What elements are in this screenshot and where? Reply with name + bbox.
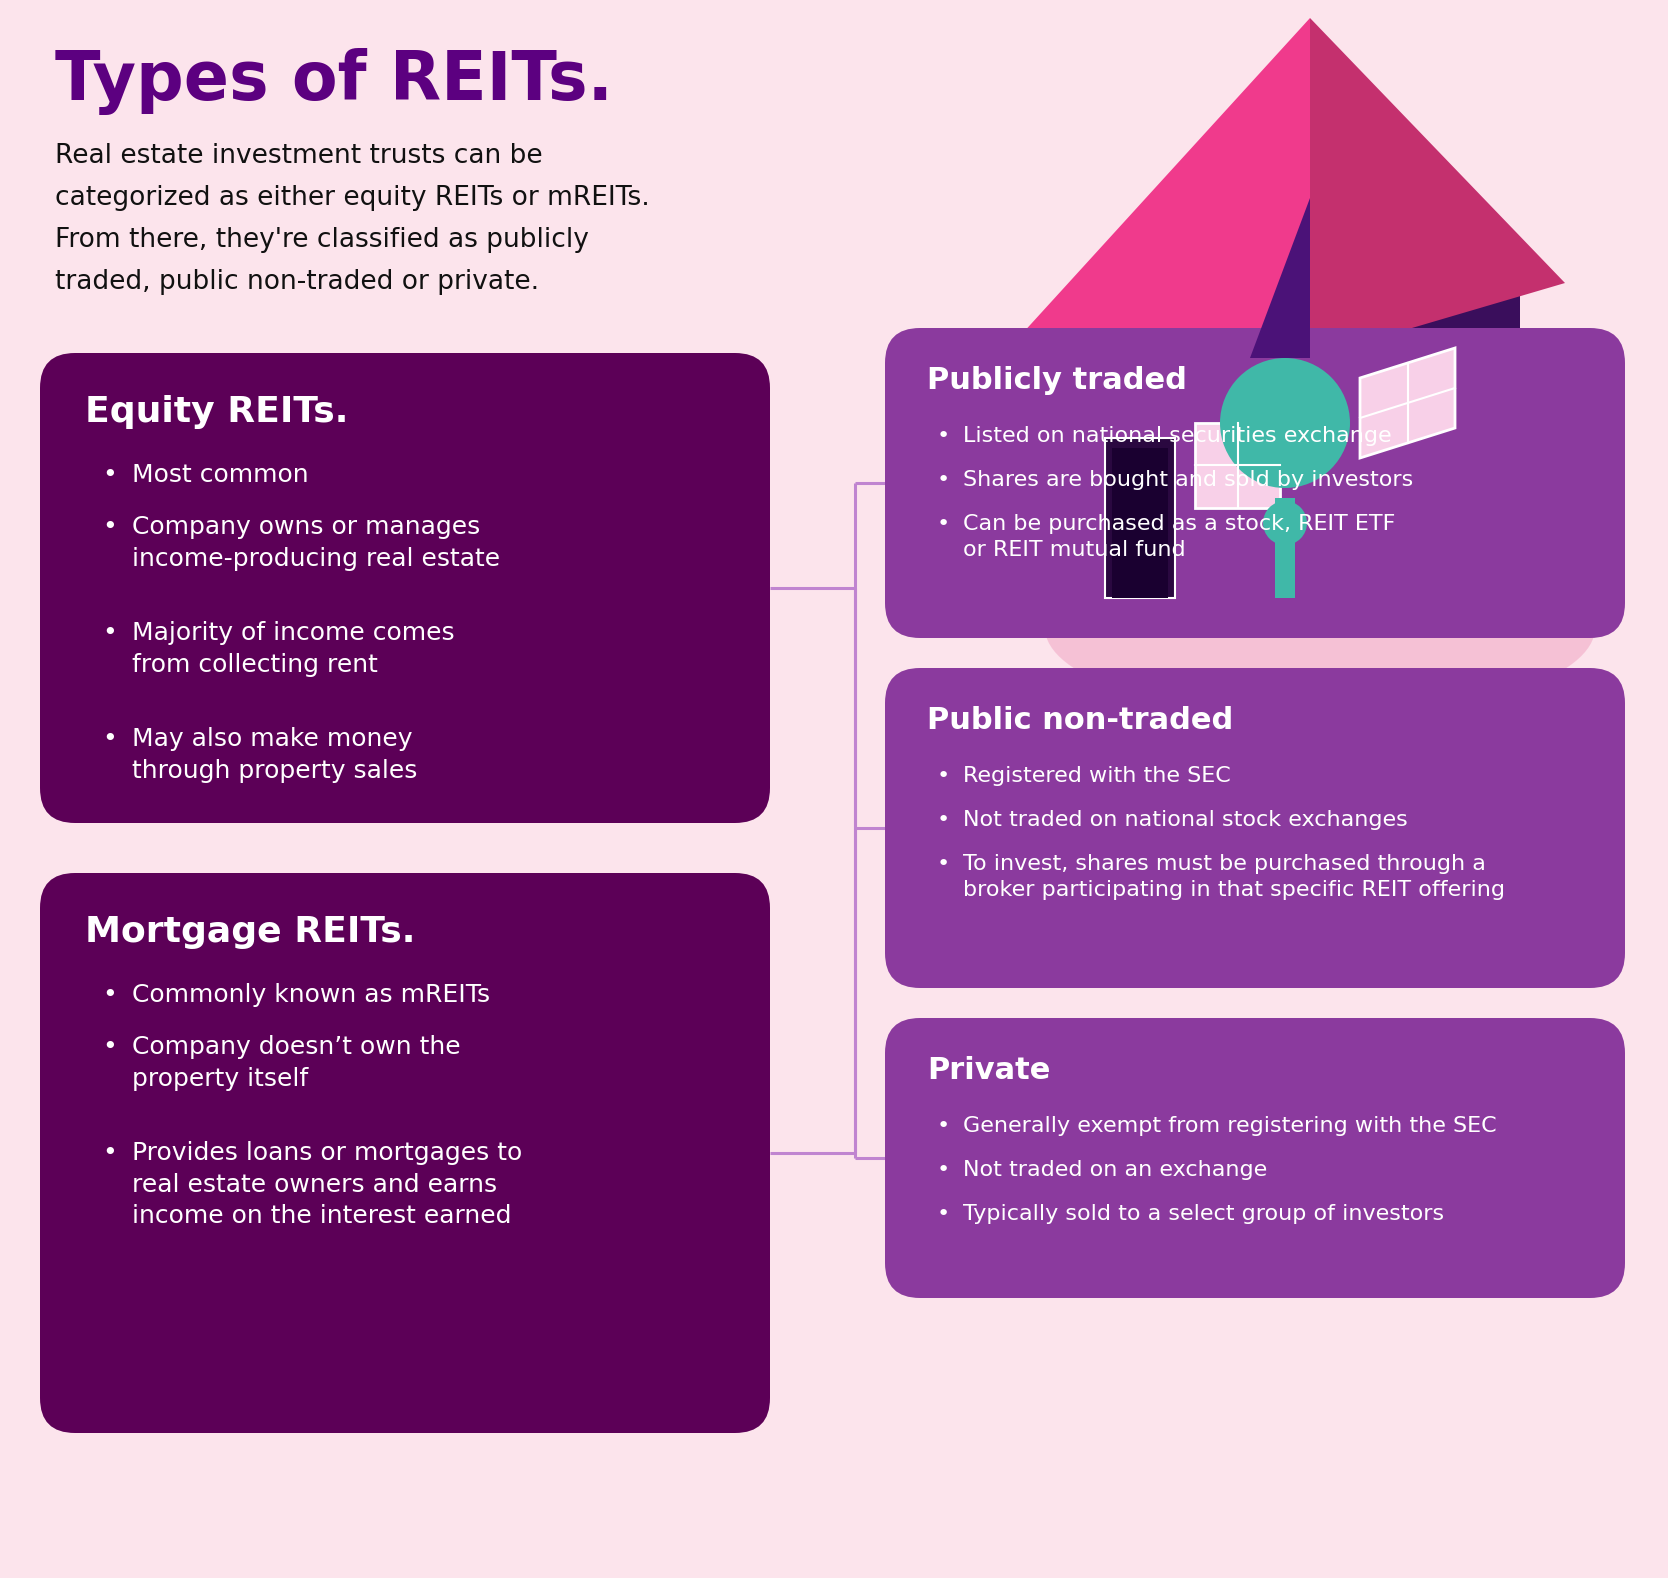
Text: •: • — [937, 514, 951, 533]
Text: Not traded on an exchange: Not traded on an exchange — [962, 1160, 1268, 1180]
Text: Company doesn’t own the
property itself: Company doesn’t own the property itself — [132, 1035, 460, 1090]
FancyBboxPatch shape — [886, 328, 1625, 638]
Text: May also make money
through property sales: May also make money through property sal… — [132, 727, 417, 783]
Text: •: • — [937, 470, 951, 491]
Ellipse shape — [1044, 538, 1595, 718]
Text: Not traded on national stock exchanges: Not traded on national stock exchanges — [962, 810, 1408, 830]
Polygon shape — [1309, 282, 1520, 598]
Text: •: • — [102, 462, 117, 488]
Text: •: • — [937, 810, 951, 830]
Text: •: • — [937, 1116, 951, 1136]
Text: •: • — [937, 426, 951, 447]
Text: From there, they're classified as publicly: From there, they're classified as public… — [55, 227, 589, 252]
Polygon shape — [1054, 358, 1309, 598]
Text: Types of REITs.: Types of REITs. — [55, 47, 612, 115]
Text: To invest, shares must be purchased through a
broker participating in that speci: To invest, shares must be purchased thro… — [962, 854, 1505, 901]
Text: •: • — [102, 1035, 117, 1059]
Text: Equity REITs.: Equity REITs. — [85, 394, 349, 429]
Text: Registered with the SEC: Registered with the SEC — [962, 765, 1231, 786]
Text: Typically sold to a select group of investors: Typically sold to a select group of inve… — [962, 1204, 1444, 1225]
Text: •: • — [102, 622, 117, 645]
Polygon shape — [1104, 439, 1174, 598]
Circle shape — [1263, 500, 1308, 544]
Text: Shares are bought and sold by investors: Shares are bought and sold by investors — [962, 470, 1413, 491]
Text: •: • — [102, 727, 117, 751]
Text: •: • — [937, 854, 951, 874]
Text: •: • — [937, 765, 951, 786]
FancyBboxPatch shape — [40, 353, 771, 824]
FancyBboxPatch shape — [40, 873, 771, 1433]
FancyBboxPatch shape — [886, 1018, 1625, 1299]
Polygon shape — [1274, 499, 1294, 598]
Polygon shape — [1249, 197, 1309, 358]
Text: Can be purchased as a stock, REIT ETF
or REIT mutual fund: Can be purchased as a stock, REIT ETF or… — [962, 514, 1396, 560]
Text: Most common: Most common — [132, 462, 309, 488]
Text: traded, public non-traded or private.: traded, public non-traded or private. — [55, 268, 539, 295]
Text: Commonly known as mREITs: Commonly known as mREITs — [132, 983, 490, 1007]
Text: Listed on national securities exchange: Listed on national securities exchange — [962, 426, 1391, 447]
Text: Company owns or manages
income-producing real estate: Company owns or manages income-producing… — [132, 514, 500, 571]
Text: •: • — [937, 1204, 951, 1225]
Circle shape — [1219, 358, 1349, 488]
Text: Majority of income comes
from collecting rent: Majority of income comes from collecting… — [132, 622, 455, 677]
Polygon shape — [1113, 448, 1168, 598]
Text: Provides loans or mortgages to
real estate owners and earns
income on the intere: Provides loans or mortgages to real esta… — [132, 1141, 522, 1228]
Text: Publicly traded: Publicly traded — [927, 366, 1188, 394]
Text: •: • — [102, 514, 117, 540]
Text: Mortgage REITs.: Mortgage REITs. — [85, 915, 415, 948]
Text: Generally exempt from registering with the SEC: Generally exempt from registering with t… — [962, 1116, 1496, 1136]
Polygon shape — [1309, 17, 1565, 358]
Polygon shape — [1359, 349, 1454, 458]
FancyBboxPatch shape — [886, 667, 1625, 988]
Text: •: • — [102, 983, 117, 1007]
Text: Public non-traded: Public non-traded — [927, 705, 1233, 735]
Polygon shape — [1001, 17, 1309, 358]
Text: Private: Private — [927, 1056, 1051, 1086]
Text: •: • — [102, 1141, 117, 1165]
Text: Real estate investment trusts can be: Real estate investment trusts can be — [55, 144, 542, 169]
FancyBboxPatch shape — [1194, 423, 1279, 508]
Text: categorized as either equity REITs or mREITs.: categorized as either equity REITs or mR… — [55, 185, 651, 211]
Text: •: • — [937, 1160, 951, 1180]
